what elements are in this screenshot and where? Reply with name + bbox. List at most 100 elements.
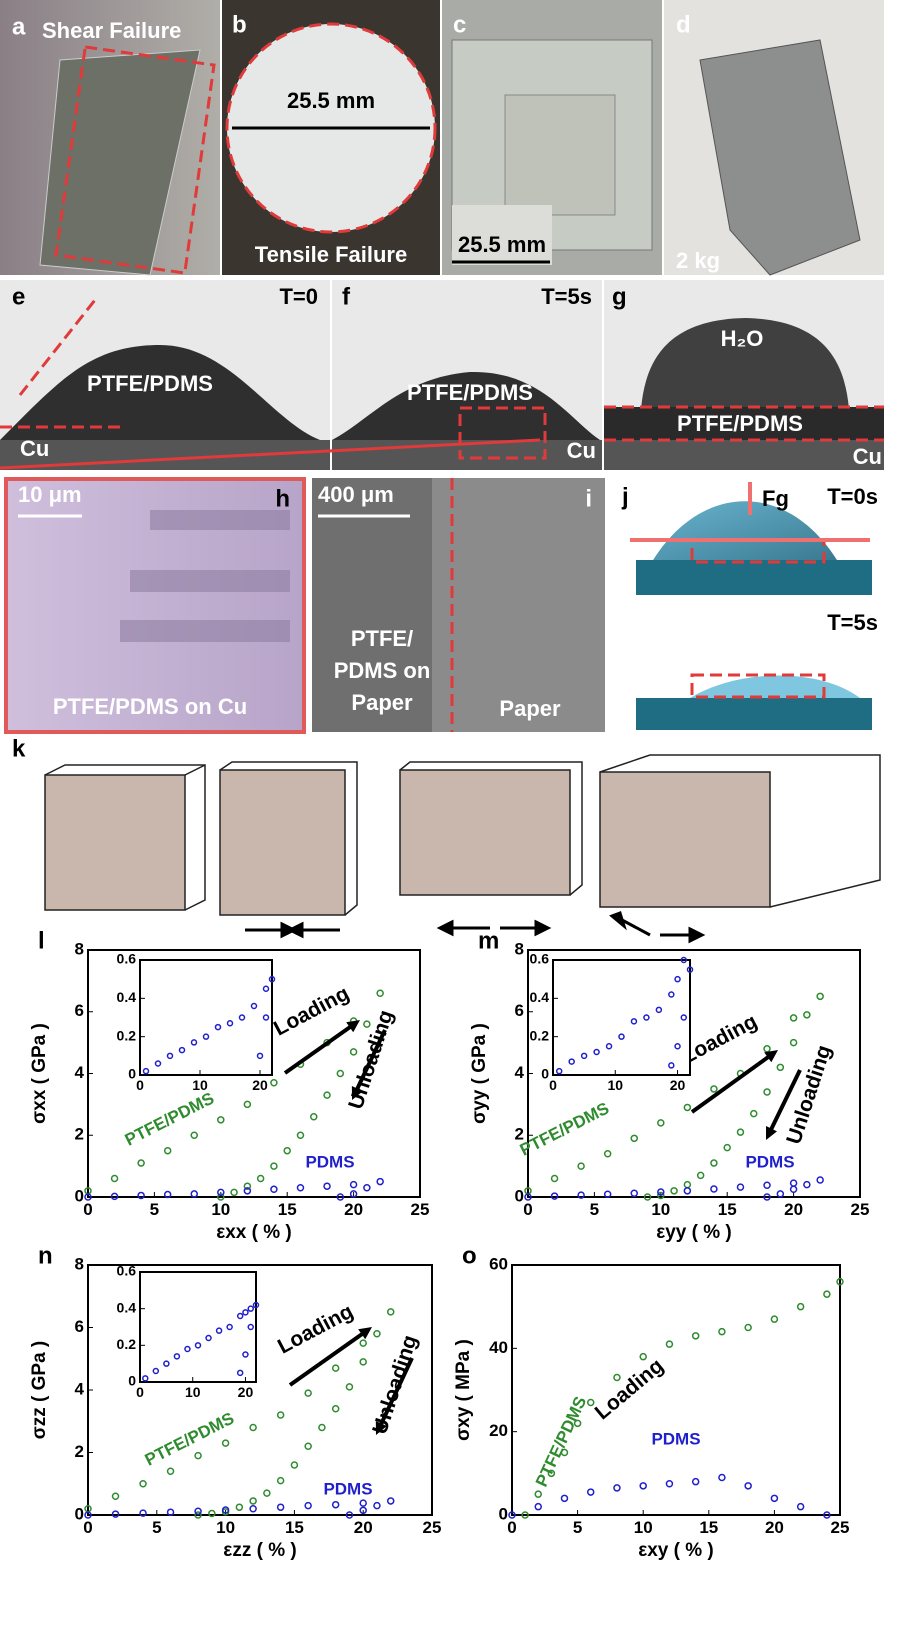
x-axis-label: εxx ( % ) bbox=[216, 1222, 292, 1243]
x-tick-label: 25 bbox=[423, 1518, 442, 1537]
y-tick-label: 0 bbox=[515, 1186, 524, 1205]
y-tick-label: 0.4 bbox=[117, 1299, 137, 1315]
panel-label: o bbox=[462, 1242, 477, 1269]
y-tick-label: 8 bbox=[75, 939, 84, 958]
panel-label: n bbox=[38, 1242, 53, 1269]
y-tick-label: 4 bbox=[75, 1379, 85, 1398]
y-tick-label: 4 bbox=[515, 1063, 525, 1082]
drop: H₂O bbox=[721, 326, 764, 351]
scale-bar: 10 μm bbox=[18, 482, 82, 507]
y-tick-label: 0.2 bbox=[530, 1027, 550, 1043]
y-tick-label: 0 bbox=[75, 1186, 84, 1205]
x-tick-label: 10 bbox=[634, 1518, 653, 1537]
panel-label: e bbox=[12, 283, 25, 310]
panel-label: a bbox=[12, 13, 26, 40]
substrate: Cu bbox=[20, 436, 49, 461]
y-axis-label: σxx ( GPa ) bbox=[29, 1023, 50, 1124]
y-tick-label: 0.6 bbox=[117, 1263, 137, 1279]
x-axis-label: εyy ( % ) bbox=[656, 1222, 732, 1243]
x-tick-label: 20 bbox=[252, 1077, 268, 1093]
y-tick-label: 0.6 bbox=[530, 951, 550, 967]
scale-bar: 400 μm bbox=[318, 482, 394, 507]
y-tick-label: 2 bbox=[75, 1442, 84, 1461]
x-tick-label: 20 bbox=[670, 1077, 686, 1093]
substrate: Cu bbox=[567, 438, 596, 463]
x-tick-label: 20 bbox=[765, 1518, 784, 1537]
x-tick-label: 15 bbox=[718, 1200, 737, 1219]
x-tick-label: 5 bbox=[150, 1200, 159, 1219]
y-tick-label: 40 bbox=[489, 1338, 508, 1357]
x-tick-label: 15 bbox=[699, 1518, 718, 1537]
panel-label: f bbox=[342, 283, 351, 310]
y-tick-label: 0.4 bbox=[530, 989, 550, 1005]
caption: Shear Failure bbox=[42, 18, 181, 43]
figure: a Shear Failure b 25.5 mm Tensile Failur… bbox=[0, 0, 916, 1630]
panel-label: c bbox=[453, 11, 466, 38]
panel-j: j Fg T=0s T=5s bbox=[621, 482, 878, 730]
x-tick-label: 10 bbox=[607, 1077, 623, 1093]
caption: Tensile Failure bbox=[255, 242, 407, 267]
panel-label: h bbox=[275, 485, 290, 512]
x-tick-label: 15 bbox=[285, 1518, 304, 1537]
y-tick-label: 0 bbox=[128, 1066, 136, 1082]
panel-g: g H₂O PTFE/PDMS Cu bbox=[604, 280, 884, 470]
x-tick-label: 0 bbox=[83, 1200, 92, 1219]
x-tick-label: 0 bbox=[83, 1518, 92, 1537]
time: T=5s bbox=[827, 610, 878, 635]
panel-f: f T=5s PTFE/PDMS Cu bbox=[332, 280, 602, 470]
panel-label: m bbox=[478, 927, 499, 954]
y-tick-label: 0 bbox=[499, 1504, 508, 1523]
panel-h: 10 μm h PTFE/PDMS on Cu bbox=[6, 479, 304, 732]
panel-c: c 25.5 mm bbox=[442, 0, 662, 275]
caption-line: Paper bbox=[351, 690, 413, 715]
y-tick-label: 6 bbox=[75, 1317, 84, 1336]
y-axis-label: σyy ( GPa ) bbox=[469, 1023, 490, 1124]
inset-frame bbox=[553, 960, 690, 1075]
panel-i: 400 μm i PTFE/ PDMS on Paper Paper bbox=[312, 478, 605, 732]
series-label: PDMS bbox=[651, 1429, 700, 1448]
caption: PTFE/PDMS on Cu bbox=[53, 694, 247, 719]
y-tick-label: 6 bbox=[515, 1001, 524, 1020]
x-tick-label: 0 bbox=[549, 1077, 557, 1093]
force: Fg bbox=[762, 486, 789, 511]
panel-d: d 2 kg bbox=[664, 0, 884, 275]
x-tick-label: 0 bbox=[136, 1077, 144, 1093]
caption: Paper bbox=[499, 696, 561, 721]
y-tick-label: 0.4 bbox=[117, 989, 137, 1005]
x-tick-label: 20 bbox=[354, 1518, 373, 1537]
y-tick-label: 0 bbox=[128, 1373, 136, 1389]
plot-frame bbox=[512, 1265, 840, 1515]
panel-e: e T=0 PTFE/PDMS Cu bbox=[0, 280, 330, 470]
x-tick-label: 0 bbox=[136, 1384, 144, 1400]
y-tick-label: 0.6 bbox=[117, 951, 137, 967]
series-label: PDMS bbox=[323, 1479, 372, 1498]
x-tick-label: 25 bbox=[851, 1200, 870, 1219]
x-tick-label: 5 bbox=[573, 1518, 582, 1537]
x-tick-label: 0 bbox=[523, 1200, 532, 1219]
x-tick-label: 15 bbox=[278, 1200, 297, 1219]
time: T=0s bbox=[827, 484, 878, 509]
panel-label: g bbox=[612, 283, 627, 310]
x-tick-label: 0 bbox=[507, 1518, 516, 1537]
x-tick-label: 10 bbox=[192, 1077, 208, 1093]
y-axis-label: σzz ( GPa ) bbox=[29, 1341, 50, 1440]
y-tick-label: 60 bbox=[489, 1254, 508, 1273]
y-axis-label: σxy ( MPa ) bbox=[453, 1339, 474, 1441]
y-tick-label: 4 bbox=[75, 1063, 85, 1082]
panel-label: b bbox=[232, 11, 247, 38]
x-tick-label: 25 bbox=[411, 1200, 430, 1219]
series-label: PDMS bbox=[305, 1152, 354, 1171]
x-tick-label: 20 bbox=[344, 1200, 363, 1219]
panel-label: j bbox=[621, 483, 629, 510]
film: PTFE/PDMS bbox=[87, 371, 213, 396]
y-tick-label: 0.2 bbox=[117, 1027, 137, 1043]
panel-label: d bbox=[676, 11, 691, 38]
film: PTFE/PDMS bbox=[677, 411, 803, 436]
y-tick-label: 20 bbox=[489, 1421, 508, 1440]
panel-label: k bbox=[12, 735, 26, 762]
y-tick-label: 0 bbox=[75, 1504, 84, 1523]
x-tick-label: 5 bbox=[590, 1200, 599, 1219]
film: PTFE/PDMS bbox=[407, 380, 533, 405]
time: T=0 bbox=[279, 284, 318, 309]
x-tick-label: 5 bbox=[152, 1518, 161, 1537]
